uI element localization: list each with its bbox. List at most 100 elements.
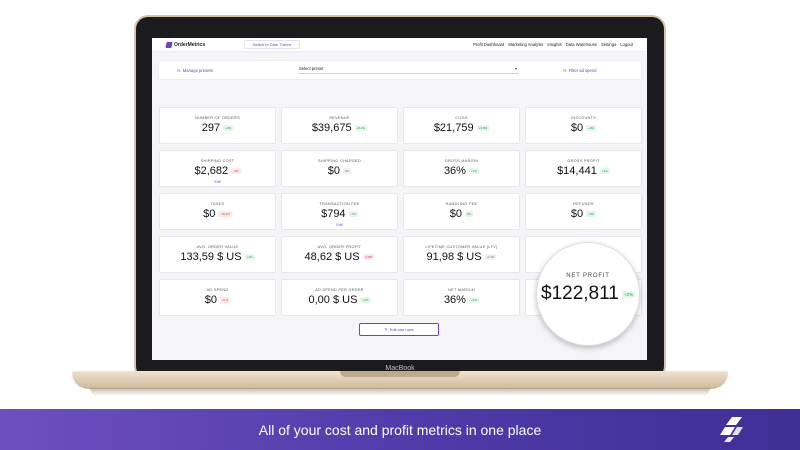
nav-marketing-analysis[interactable]: Marketing Analysis [508, 42, 544, 47]
metric-card: SHIPPING CHARGED $0 0% [281, 150, 398, 187]
metric-label: NUMBER OF ORDERS [195, 116, 240, 120]
metric-value: 36% [443, 165, 466, 177]
net-profit-magnifier: NET PROFIT $122,811 +2% [536, 242, 640, 346]
metric-label: NET MARGIN [448, 288, 475, 292]
metric-label: GROSS PROFIT [567, 159, 600, 163]
metric-card: REFUNDS $0 +0% [525, 193, 642, 230]
change-badge: +1% [244, 254, 255, 260]
change-badge: 0% [342, 168, 352, 174]
change-badge: +3% [223, 125, 234, 131]
laptop-label: MacBook [385, 365, 415, 372]
metric-value: $0 [204, 294, 218, 306]
sliders-icon: ☷ [177, 68, 181, 73]
metric-card: REVENUE $39,675 +8.2% [281, 107, 398, 144]
metric-value: $21,759 [433, 122, 474, 134]
metric-card: DISCOUNTS $0 +0% [525, 107, 642, 144]
metric-value: 133,59 $ US [180, 251, 242, 263]
banner-text: All of your cost and profit metrics in o… [258, 422, 542, 438]
metric-label: REVENUE [329, 116, 350, 120]
metric-card: LIFETIME CUSTOMER VALUE (LTV) 91,98 $ US -… [403, 236, 520, 273]
metric-value: 297 [201, 122, 221, 134]
metrics-grid: NUMBER OF ORDERS 297 +3% REVENUE $39,675 +8.… [159, 107, 642, 316]
preset-select-label: Select preset [299, 66, 324, 71]
metric-label: GROSS MARGIN [444, 159, 479, 163]
switch-theme-button[interactable]: Switch to Dark Theme [244, 40, 300, 49]
manage-presets-label: Manage presets [182, 68, 213, 73]
metric-value: $14,441 [557, 165, 597, 177]
metric-label: SHIPPING CHARGED [318, 159, 361, 163]
top-navbar: OrderMetrics Switch to Dark Theme Profit… [152, 38, 647, 52]
metric-value: $39,675 [311, 122, 352, 134]
metric-label: TAXES [210, 202, 225, 206]
brand-logo-icon [720, 417, 743, 442]
metric-card: COGS $21,759 +3.8% [403, 107, 520, 144]
app-logo[interactable]: OrderMetrics [165, 42, 206, 48]
change-badge: -7% [348, 211, 358, 217]
metric-value: $2,682 [194, 165, 229, 177]
metric-label: HANDLING FEE [445, 202, 478, 206]
metric-value: 48,62 $ US [304, 251, 360, 263]
metric-label: COGS [455, 116, 468, 120]
net-profit-badge: +2% [621, 290, 635, 298]
metric-value: $0 [570, 208, 584, 220]
change-badge: -0.3% [484, 254, 497, 260]
metric-label: DISCOUNTS [570, 116, 597, 120]
change-badge: +0% [586, 125, 597, 131]
change-badge: +0% [586, 211, 597, 217]
app-logo-text: OrderMetrics [174, 42, 206, 48]
edit-shipping-cost-link[interactable]: Edit [214, 180, 221, 184]
metric-value: $0 [449, 208, 462, 220]
edit-transaction-fee-link[interactable]: Edit [336, 223, 343, 227]
nav-logout[interactable]: Logout [620, 42, 633, 47]
main-nav: Profit Dashboard Marketing Analysis Insi… [473, 42, 633, 47]
metric-card: TAXES $0 -10.3% [159, 193, 276, 230]
manage-presets-button[interactable]: ☷ Manage presets [177, 68, 213, 73]
metric-value: $0 [327, 165, 340, 177]
chevron-down-icon: ▾ [514, 66, 517, 71]
metric-card: AVG. ORDER PROFIT 48,62 $ US -0.8% [281, 236, 398, 273]
change-badge: -10.3% [218, 211, 232, 217]
nav-settings[interactable]: Settings [601, 42, 617, 47]
laptop-screen: OrderMetrics Switch to Dark Theme Profit… [152, 38, 647, 360]
preset-toolbar: ☷ Manage presets Select preset ▾ ☷ Filte… [158, 60, 642, 80]
change-badge: -4% [231, 168, 241, 174]
metric-card: AD SPEND PER ORDER 0,00 $ US +0% [281, 279, 398, 316]
filter-ad-spend-button[interactable]: ☷ Filter ad spend [563, 68, 596, 73]
nav-data-warehouse[interactable]: Data Warehouse [565, 42, 598, 47]
laptop-base [72, 371, 728, 389]
metric-card: NET MARGIN 36% +1% [403, 279, 520, 316]
nav-profit-dashboard[interactable]: Profit Dashboard [472, 42, 505, 47]
change-badge: 0% [464, 211, 474, 217]
metric-value: 91,98 $ US [426, 251, 482, 263]
metric-label: AD SPEND PER ORDER [315, 288, 364, 292]
preset-select[interactable]: Select preset ▾ [299, 66, 519, 74]
change-badge: +0% [360, 297, 371, 303]
metric-label: LIFETIME CUSTOMER VALUE (LTV) [425, 245, 498, 249]
net-profit-label: NET PROFIT [566, 273, 610, 279]
change-badge: -0.8% [362, 254, 375, 260]
metric-card: NUMBER OF ORDERS 297 +3% [159, 107, 276, 144]
logo-icon [165, 42, 173, 48]
metric-label: AVG. ORDER PROFIT [317, 245, 362, 249]
net-profit-value: $122,811 [541, 283, 619, 304]
change-badge: +4% [599, 168, 610, 174]
promo-banner: All of your cost and profit metrics in o… [0, 409, 800, 450]
change-badge: +3.8% [476, 125, 490, 131]
metric-card: SHIPPING COST $2,682 -4% Edit [159, 150, 276, 187]
metric-label: AVG. ORDER VALUE [196, 245, 239, 249]
nav-insights[interactable]: Insights [547, 42, 562, 47]
metric-value: 36% [443, 294, 466, 306]
change-badge: +1% [468, 168, 480, 174]
laptop-shadow [90, 388, 710, 396]
metric-label: SHIPPING COST [200, 159, 235, 163]
metric-label: REFUNDS [573, 202, 594, 206]
metric-value: $794 [321, 208, 346, 220]
edit-stat-rows-label: Edit stat rows [389, 327, 414, 332]
change-badge: -0 % [220, 297, 231, 303]
laptop-notch [340, 371, 460, 377]
edit-stat-rows-button[interactable]: ✎ Edit stat rows [359, 323, 439, 336]
metric-card: AVG. ORDER VALUE 133,59 $ US +1% [159, 236, 276, 273]
metric-card: GROSS MARGIN 36% +1% [403, 150, 520, 187]
metric-value: 0,00 $ US [308, 294, 358, 306]
metric-value: $0 [570, 122, 584, 134]
